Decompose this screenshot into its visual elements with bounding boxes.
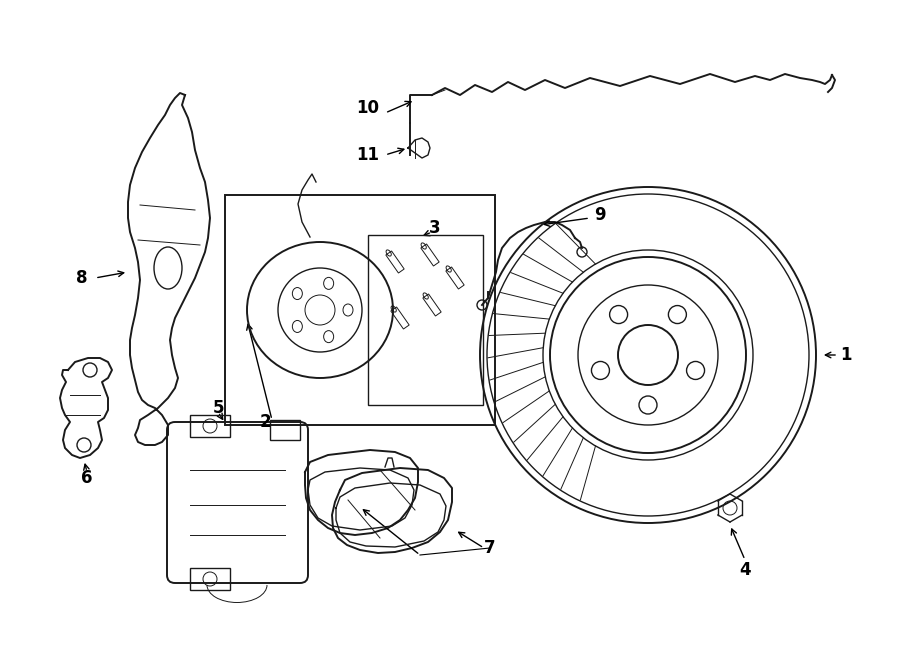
- Text: 4: 4: [739, 561, 751, 579]
- Bar: [190, 568, 230, 590]
- Text: 8: 8: [76, 269, 88, 287]
- Text: 1: 1: [840, 346, 851, 364]
- Text: 9: 9: [594, 206, 606, 224]
- Bar: [270, 420, 300, 440]
- Bar: [190, 415, 230, 437]
- Text: 3: 3: [429, 219, 441, 237]
- Text: 2: 2: [259, 413, 271, 431]
- Text: 11: 11: [356, 146, 380, 164]
- Text: 6: 6: [81, 469, 93, 487]
- Text: 10: 10: [356, 99, 380, 117]
- Text: 7: 7: [484, 539, 496, 557]
- Text: 5: 5: [212, 399, 224, 417]
- Bar: [368, 235, 483, 405]
- Bar: [225, 195, 495, 425]
